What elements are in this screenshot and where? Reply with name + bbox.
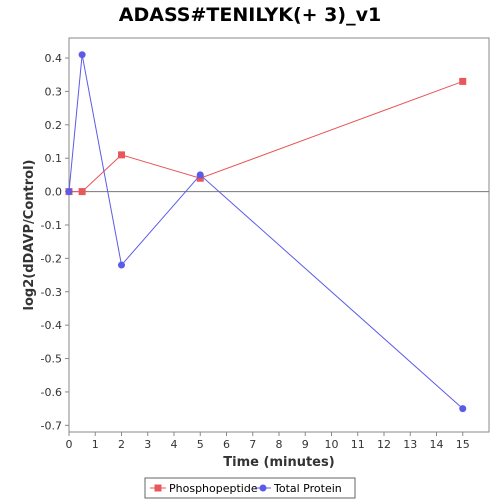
x-axis: 0 1 2 3 4 5 6 7 8 9 10 11 12 13 14 15 (66, 432, 470, 451)
legend-circle-marker (259, 484, 267, 492)
data-point-square (78, 188, 86, 196)
series-layer (65, 51, 467, 413)
x-tick-label: 7 (249, 438, 256, 451)
y-tick-label: -0.3 (41, 286, 62, 299)
y-tick-label: -0.4 (41, 319, 62, 332)
y-tick-label: 0.1 (45, 152, 63, 165)
x-tick-label: 0 (66, 438, 73, 451)
x-axis-title: Time (minutes) (223, 455, 334, 470)
x-tick-label: 11 (351, 438, 365, 451)
data-point-circle (459, 405, 467, 413)
legend-label: Phosphopeptide (169, 482, 258, 495)
plot-area (68, 37, 490, 433)
y-tick-label: -0.5 (41, 353, 62, 366)
x-tick-label: 4 (171, 438, 178, 451)
data-point-circle (196, 171, 204, 179)
x-tick-label: 14 (430, 438, 444, 451)
y-tick-label: -0.6 (41, 386, 62, 399)
data-point-circle (65, 188, 73, 196)
y-tick-label: 0.4 (45, 52, 63, 65)
chart-title: ADASS#TENILYK(+ 3)_v1 (119, 4, 381, 26)
y-tick-label: 0.2 (45, 119, 63, 132)
y-tick-label: -0.2 (41, 252, 62, 265)
y-tick-label: -0.1 (41, 219, 62, 232)
x-tick-label: 10 (325, 438, 339, 451)
y-tick-label: -0.7 (41, 419, 62, 432)
x-tick-label: 12 (377, 438, 391, 451)
y-tick-label: 0.0 (45, 186, 63, 199)
x-tick-label: 6 (223, 438, 230, 451)
legend-label: Total Protein (273, 482, 342, 495)
x-tick-label: 15 (456, 438, 470, 451)
legend (144, 477, 356, 499)
data-point-square (118, 151, 125, 159)
data-point-circle (118, 261, 125, 269)
data-point-circle (78, 51, 86, 59)
x-tick-label: 9 (302, 438, 309, 451)
y-axis-title: log2(dDAVP/Control) (22, 160, 37, 311)
legend-square-marker (154, 484, 162, 492)
legend-items: Phosphopeptide Total Protein (150, 482, 342, 495)
x-tick-label: 8 (276, 438, 283, 451)
x-tick-label: 3 (144, 438, 151, 451)
x-tick-label: 5 (197, 438, 204, 451)
x-tick-label: 2 (118, 438, 125, 451)
x-tick-label: 13 (403, 438, 417, 451)
y-axis: -0.7 -0.6 -0.5 -0.4 -0.3 -0.2 -0.1 0.0 0.1 0.2 0.3… (41, 52, 69, 432)
x-tick-label: 1 (92, 438, 99, 451)
y-tick-label: 0.3 (45, 85, 63, 98)
data-point-square (459, 77, 467, 85)
